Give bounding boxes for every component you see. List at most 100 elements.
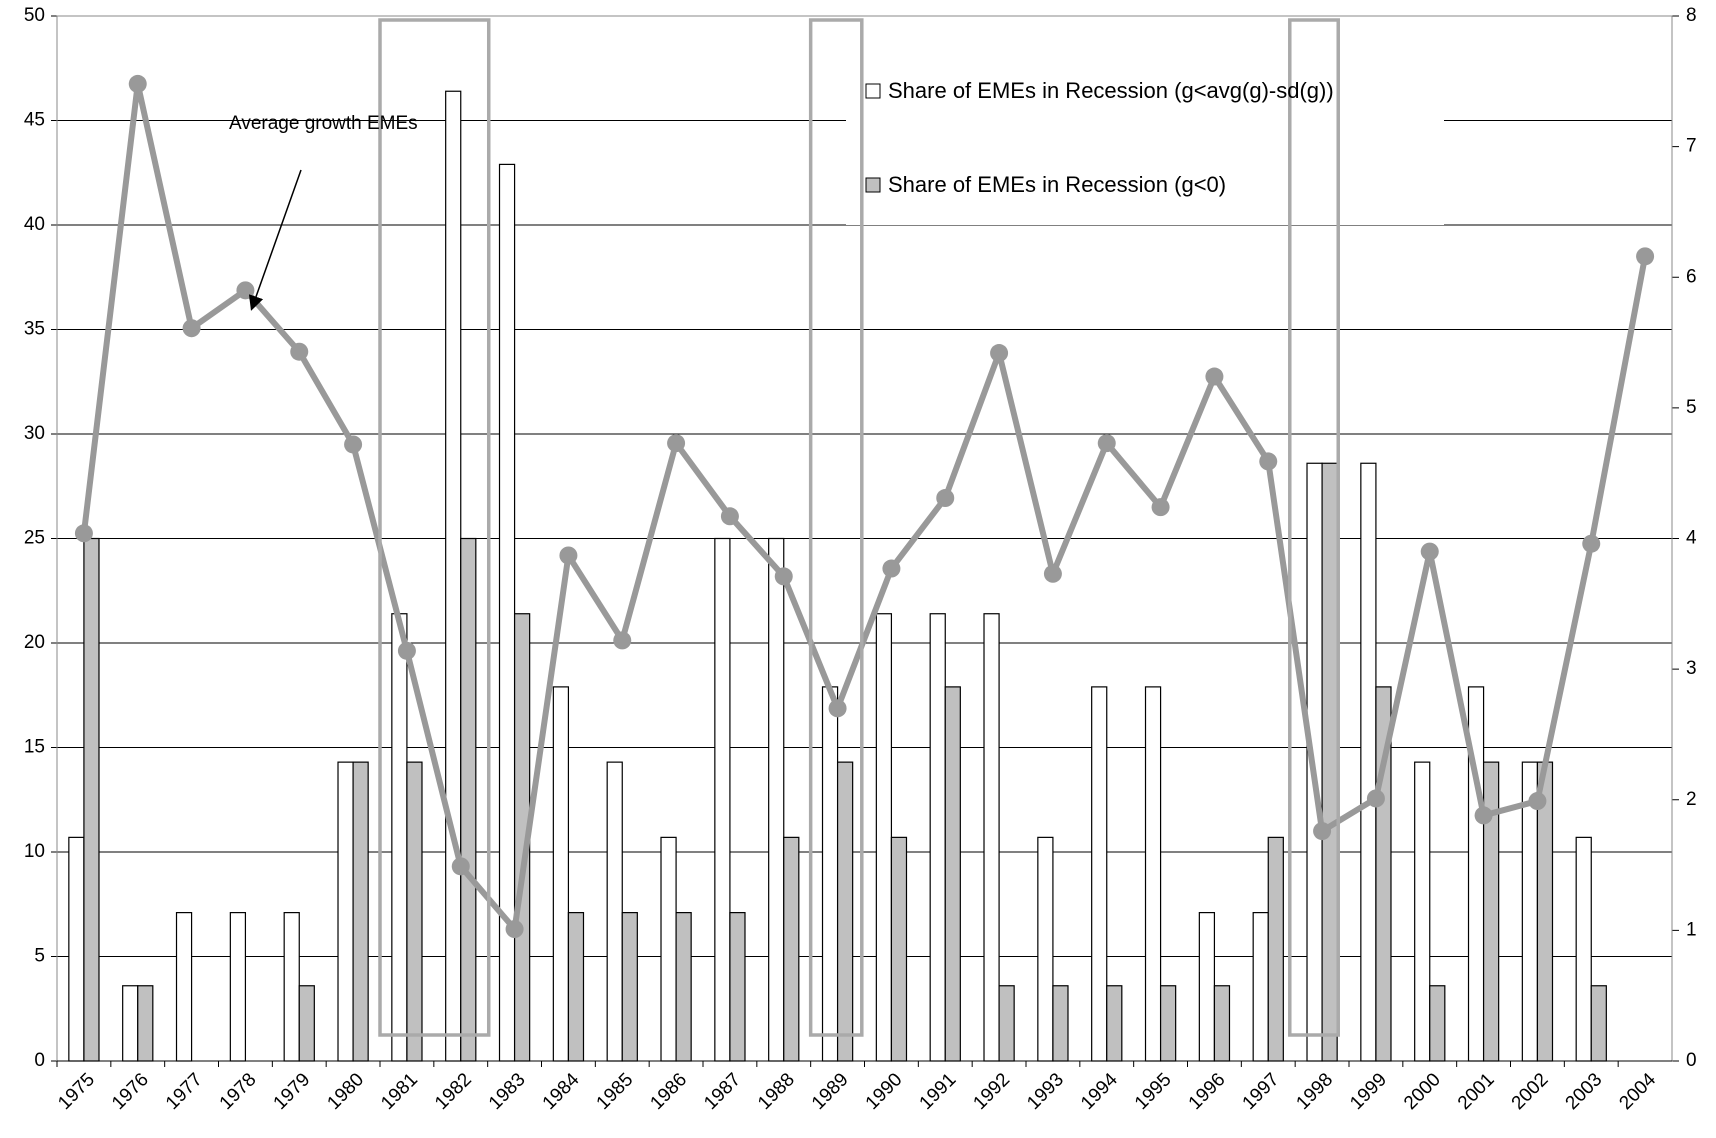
bar (875, 613, 893, 1062)
x-tick-label: 1992 (969, 1069, 1014, 1114)
bar (229, 912, 247, 1062)
bar (714, 537, 731, 1062)
bar (821, 686, 839, 1062)
y-tick-label: 35 (24, 319, 45, 340)
bar (1213, 985, 1231, 1062)
bar (675, 912, 692, 1062)
bar (1198, 912, 1216, 1062)
line-marker (720, 507, 739, 526)
y-tick-label: 20 (24, 632, 45, 653)
y2-tick-label: 4 (1686, 528, 1697, 549)
bar (783, 836, 800, 1062)
bar (1360, 462, 1377, 1062)
x-tick-label: 1982 (431, 1069, 476, 1114)
y2-tick-label: 6 (1686, 266, 1697, 287)
annotation: Average growth EMEs (229, 113, 418, 134)
bar (283, 912, 300, 1062)
x-tick-label: 2001 (1454, 1069, 1499, 1114)
line-marker (1636, 247, 1655, 266)
bar (768, 537, 785, 1062)
bar (567, 912, 585, 1062)
y-tick-label: 40 (24, 214, 45, 235)
x-tick-label: 1995 (1131, 1069, 1176, 1114)
line-marker (936, 489, 955, 508)
bar (445, 90, 462, 1062)
line-marker (1097, 434, 1116, 453)
bar (498, 163, 516, 1062)
legend-label: Share of EMEs in Recession (g<0) (888, 172, 1226, 197)
line-marker (1528, 792, 1547, 811)
y-tick-label: 10 (24, 841, 45, 862)
y-tick-label: 45 (24, 110, 45, 131)
x-tick-label: 1994 (1077, 1069, 1122, 1114)
y2-tick-label: 2 (1686, 789, 1697, 810)
recession-box (378, 18, 491, 1037)
y2-tick-label: 5 (1686, 397, 1697, 418)
y2-tick-label: 7 (1686, 136, 1697, 157)
y-tick-label: 15 (24, 737, 45, 758)
line-marker (344, 435, 363, 454)
bar (122, 985, 139, 1062)
recession-box (808, 18, 864, 1037)
bar (998, 985, 1015, 1062)
x-tick-label: 1977 (162, 1069, 207, 1114)
bar (1267, 836, 1284, 1062)
line-marker (990, 344, 1009, 363)
line-marker (451, 857, 470, 876)
x-tick-label: 1984 (539, 1069, 584, 1114)
bar (729, 912, 746, 1062)
x-tick-label: 1989 (808, 1069, 853, 1114)
line-marker (74, 524, 93, 543)
bar (1252, 912, 1269, 1062)
line-marker (1313, 822, 1332, 841)
legend-swatch (865, 177, 881, 193)
line-marker (1259, 452, 1278, 471)
bar (1144, 686, 1162, 1062)
y-tick-label: 30 (24, 423, 45, 444)
bar (1414, 761, 1431, 1062)
x-tick-label: 1991 (916, 1069, 961, 1114)
y-tick-label: 0 (34, 1050, 45, 1071)
legend-label: Share of EMEs in Recession (g<avg(g)-sd(… (888, 78, 1334, 103)
line-marker (828, 699, 847, 718)
x-tick-label: 1986 (646, 1069, 691, 1114)
bar (1321, 462, 1338, 1062)
bar (890, 836, 908, 1062)
x-tick-label: 1976 (108, 1069, 153, 1114)
x-tick-label: 1999 (1346, 1069, 1391, 1114)
legend-background (846, 55, 1444, 225)
x-tick-label: 1979 (270, 1069, 315, 1114)
line-marker (774, 567, 793, 586)
line-marker (1582, 534, 1601, 553)
bar (929, 613, 946, 1062)
line-marker (1043, 564, 1062, 583)
line-marker (1151, 498, 1170, 517)
x-tick-label: 1990 (862, 1069, 907, 1114)
x-tick-label: 1981 (377, 1069, 422, 1114)
bar (337, 761, 354, 1062)
line (80, 80, 1649, 933)
bar (298, 985, 315, 1062)
bar (552, 686, 570, 1062)
x-tick-label: 1975 (54, 1069, 99, 1114)
line-marker (882, 559, 901, 578)
bar (391, 613, 408, 1062)
x-tick-label: 1985 (593, 1069, 638, 1114)
bar (1575, 836, 1592, 1062)
bar (983, 613, 1000, 1062)
line-marker (1474, 806, 1493, 825)
line-marker (613, 631, 632, 650)
bar (1091, 686, 1108, 1062)
annotation-arrow (248, 169, 302, 311)
bar (621, 912, 638, 1062)
x-tick-label: 1993 (1023, 1069, 1068, 1114)
bar (944, 686, 961, 1062)
bar (352, 761, 369, 1062)
bar (175, 912, 193, 1062)
y-tick-label: 5 (34, 946, 45, 967)
bar (1052, 985, 1069, 1062)
line-marker (1205, 367, 1224, 386)
line-marker (236, 281, 255, 300)
line-marker (290, 342, 309, 361)
